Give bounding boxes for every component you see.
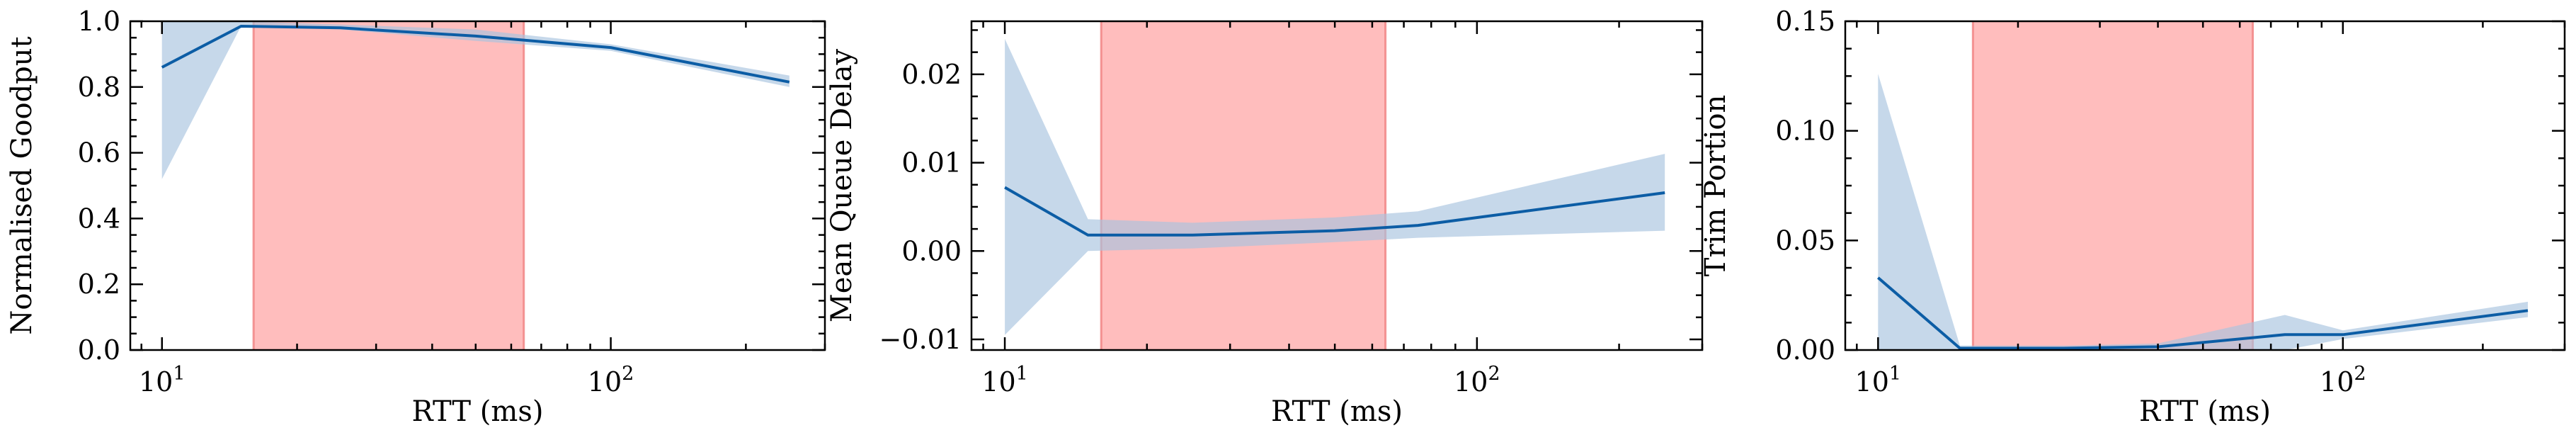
x-tick-label-exp: 2 [1488,363,1500,385]
y-tick-label: 0.01 [901,147,962,179]
x-tick-label: 102 [2320,363,2366,397]
y-tick-label: 0.8 [78,72,120,103]
plot-area [162,21,790,350]
y-tick-label: 0.05 [1775,225,1835,256]
highlight-region [1973,21,2252,350]
x-tick-label: 101 [981,363,1028,397]
y-axis-title: Normalised Goodput [6,36,38,334]
x-tick-label: 101 [1855,363,1902,397]
y-axis-title: Mean Queue Delay [826,48,858,322]
x-axis-title: RTT (ms) [412,395,544,428]
x-tick-label-base: 10 [139,366,173,397]
x-tick-label-exp: 2 [2354,363,2366,385]
y-tick-label: −0.01 [879,324,962,355]
y-tick-label: 0.2 [78,269,120,300]
y-tick-label: 0.10 [1775,115,1835,147]
highlight-region [1101,21,1385,350]
y-tick-label: 0.6 [78,137,120,169]
x-tick-label: 101 [139,363,186,397]
x-tick-label-base: 10 [1454,366,1488,397]
x-tick-label-base: 10 [2320,366,2354,397]
x-axis-title: RTT (ms) [1271,395,1403,428]
x-tick-label: 102 [1454,363,1500,397]
y-axis-title: Trim Portion [1699,95,1732,276]
y-tick-label: 0.02 [901,59,962,90]
y-tick-label: 0.00 [1775,334,1835,366]
x-tick-label: 102 [588,363,634,397]
x-tick-label-base: 10 [981,366,1015,397]
x-tick-label-exp: 1 [1016,363,1028,385]
y-tick-label: 0.4 [78,203,120,234]
x-axis-title: RTT (ms) [2139,395,2271,428]
y-tick-label: 0.0 [78,334,120,366]
x-tick-label-exp: 2 [622,363,634,385]
x-tick-label-exp: 1 [1889,363,1901,385]
y-tick-label: 1.0 [78,6,120,37]
plot-area [1878,21,2528,350]
highlight-region [253,21,524,350]
x-tick-label-base: 10 [1855,366,1889,397]
y-tick-label: 0.15 [1775,6,1835,37]
plot-area [1005,21,1665,350]
x-tick-label-exp: 1 [173,363,185,385]
x-tick-label-base: 10 [588,366,622,397]
y-tick-label: 0.00 [901,235,962,266]
